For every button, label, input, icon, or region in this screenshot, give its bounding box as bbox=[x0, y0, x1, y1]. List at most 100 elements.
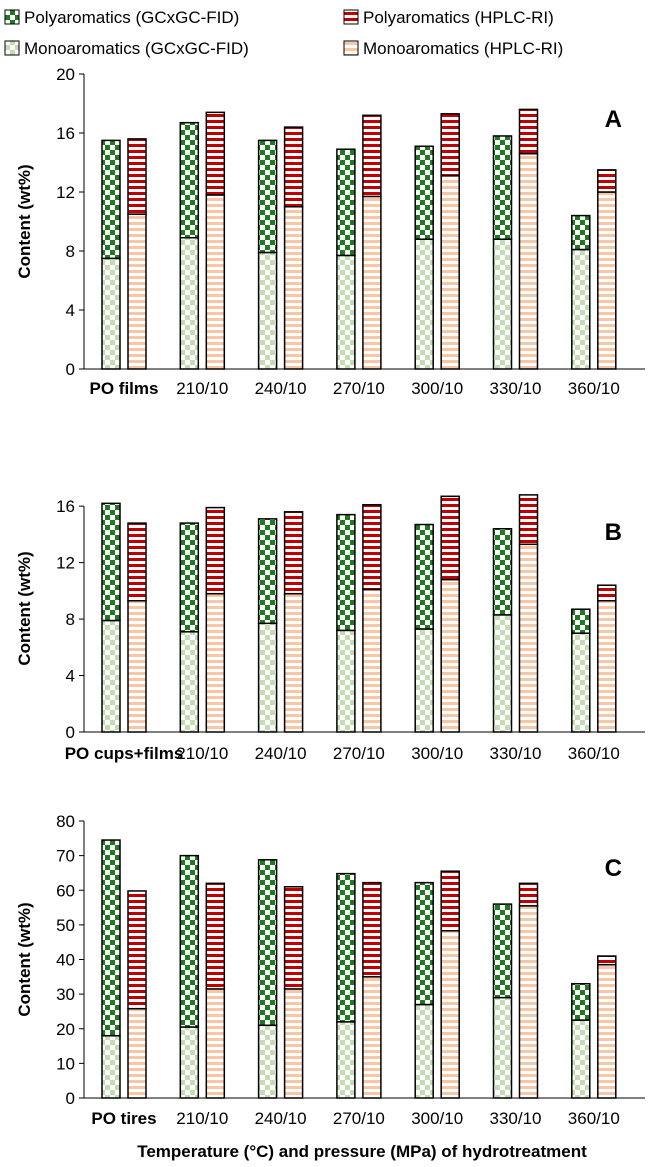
bar-mono-gc bbox=[101, 619, 121, 733]
bar-mono-hplc bbox=[362, 195, 382, 370]
bar-poly-hplc bbox=[440, 113, 460, 177]
bar-mono-hplc bbox=[283, 988, 304, 1099]
x-category-label: 330/10 bbox=[490, 1109, 542, 1128]
legend-label-mono-hplc: Monoaromatics (HPLC-RI) bbox=[363, 39, 563, 58]
x-category-label: PO cups+films bbox=[65, 744, 184, 763]
bar-poly-gc bbox=[336, 513, 356, 632]
bar-mono-hplc bbox=[205, 592, 226, 733]
bar-poly-hplc bbox=[362, 504, 382, 591]
bar-mono-gc bbox=[571, 632, 591, 733]
bar-poly-hplc bbox=[127, 890, 147, 1010]
y-tick-label: 4 bbox=[66, 667, 75, 686]
x-category-label: 270/10 bbox=[333, 744, 385, 763]
x-category-label: 270/10 bbox=[333, 1109, 385, 1128]
y-axis-title: Content (wt%) bbox=[15, 551, 34, 665]
y-tick-label: 8 bbox=[66, 242, 75, 261]
panel-a: 0 4 8 12 16 20 Content (wt%) A PO films 210/10 240… bbox=[15, 65, 645, 398]
legend: Polyaromatics (GCxGC-FID) Polyaromatics … bbox=[4, 8, 563, 58]
bar-mono-gc bbox=[257, 251, 278, 370]
x-category-label: 270/10 bbox=[333, 379, 385, 398]
bar-mono-hplc bbox=[440, 578, 460, 733]
bar-poly-hplc bbox=[283, 511, 304, 595]
bar-mono-hplc bbox=[127, 213, 147, 370]
bar-mono-hplc bbox=[597, 191, 617, 370]
legend-swatch-poly-hplc bbox=[343, 9, 359, 25]
bar-mono-hplc bbox=[518, 905, 539, 1099]
y-tick-label: 20 bbox=[56, 1020, 75, 1039]
legend-label-mono-gc: Monoaromatics (GCxGC-FID) bbox=[24, 39, 249, 58]
bar-mono-gc bbox=[179, 236, 200, 370]
bar-poly-hplc bbox=[127, 522, 147, 602]
bar-poly-gc bbox=[414, 145, 434, 240]
bar-mono-gc bbox=[179, 1026, 200, 1099]
bar-poly-hplc bbox=[518, 494, 539, 546]
bar-poly-hplc bbox=[518, 882, 539, 907]
y-tick-label: 0 bbox=[66, 1089, 75, 1108]
y-tick-label: 30 bbox=[56, 985, 75, 1004]
y-tick-label: 16 bbox=[56, 124, 75, 143]
legend-swatch-mono-gc bbox=[4, 40, 20, 56]
bar-mono-gc bbox=[414, 628, 434, 733]
x-category-label: 210/10 bbox=[176, 744, 228, 763]
bar-poly-gc bbox=[101, 839, 121, 1037]
y-tick-label: 8 bbox=[66, 610, 75, 629]
bar-poly-gc bbox=[414, 523, 434, 630]
bar-mono-gc bbox=[336, 254, 356, 370]
bar-poly-gc bbox=[492, 528, 513, 616]
bar-mono-gc bbox=[257, 1024, 278, 1099]
bar-poly-hplc bbox=[362, 881, 382, 978]
bar-poly-hplc bbox=[205, 111, 226, 196]
bar-poly-gc bbox=[492, 903, 513, 999]
y-axis-title: Content (wt%) bbox=[15, 902, 34, 1016]
bar-poly-hplc bbox=[127, 138, 147, 215]
bar-mono-hplc bbox=[205, 194, 226, 370]
legend-swatch-mono-hplc bbox=[343, 40, 359, 56]
bar-mono-gc bbox=[336, 1021, 356, 1099]
bar-poly-gc bbox=[571, 608, 591, 634]
bar-mono-hplc bbox=[283, 592, 304, 733]
bar-mono-gc bbox=[336, 629, 356, 733]
x-category-label: 360/10 bbox=[568, 379, 620, 398]
bar-mono-gc bbox=[179, 631, 200, 733]
y-axis-title: Content (wt%) bbox=[15, 164, 34, 278]
bar-mono-gc bbox=[492, 614, 513, 733]
bar-poly-hplc bbox=[362, 114, 382, 198]
bar-poly-gc bbox=[336, 148, 356, 257]
bar-poly-gc bbox=[257, 859, 278, 1027]
y-tick-label: 0 bbox=[66, 360, 75, 379]
bar-poly-hplc bbox=[518, 108, 539, 155]
bar-mono-gc bbox=[414, 1003, 434, 1099]
y-tick-label: 70 bbox=[56, 847, 75, 866]
y-tick-label: 4 bbox=[66, 301, 75, 320]
bar-poly-gc bbox=[492, 135, 513, 240]
bar-mono-hplc bbox=[362, 588, 382, 733]
bar-poly-gc bbox=[257, 518, 278, 625]
legend-label-poly-gc: Polyaromatics (GCxGC-FID) bbox=[24, 8, 239, 27]
bar-mono-gc bbox=[101, 1034, 121, 1099]
x-category-label: 240/10 bbox=[255, 744, 307, 763]
bar-poly-hplc bbox=[440, 495, 460, 581]
bar-poly-gc bbox=[257, 139, 278, 254]
bar-mono-hplc bbox=[283, 206, 304, 370]
bar-mono-hplc bbox=[205, 988, 226, 1099]
bar-poly-gc bbox=[179, 522, 200, 633]
panel-c: 0 10 20 30 40 50 60 70 80 Content (wt%) C PO tires 2… bbox=[15, 812, 645, 1128]
bar-mono-hplc bbox=[597, 599, 617, 733]
y-tick-label: 20 bbox=[56, 65, 75, 84]
x-category-label: 360/10 bbox=[568, 744, 620, 763]
x-category-label: 330/10 bbox=[490, 379, 542, 398]
bar-poly-hplc bbox=[283, 886, 304, 990]
bar-mono-hplc bbox=[127, 1007, 147, 1099]
bar-poly-gc bbox=[179, 121, 200, 239]
y-tick-label: 80 bbox=[56, 812, 75, 831]
y-tick-label: 50 bbox=[56, 916, 75, 935]
y-tick-label: 0 bbox=[66, 723, 75, 742]
bar-mono-hplc bbox=[597, 963, 617, 1099]
bar-mono-gc bbox=[492, 238, 513, 370]
legend-label-poly-hplc: Polyaromatics (HPLC-RI) bbox=[363, 8, 554, 27]
x-category-label: 330/10 bbox=[490, 744, 542, 763]
x-category-label: 300/10 bbox=[411, 744, 463, 763]
bar-poly-gc bbox=[101, 139, 121, 260]
bar-mono-hplc bbox=[518, 543, 539, 733]
